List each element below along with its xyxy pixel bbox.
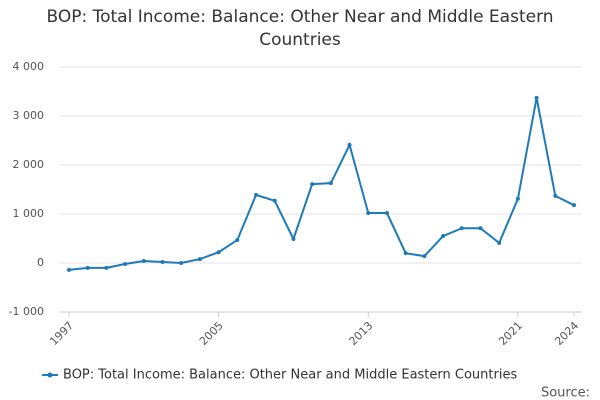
y-tick-label: 2 000 bbox=[13, 158, 45, 171]
data-point bbox=[141, 259, 146, 264]
x-tick-label: 2005 bbox=[197, 319, 226, 348]
data-point bbox=[291, 236, 296, 241]
data-point bbox=[67, 267, 71, 272]
data-point bbox=[310, 182, 315, 187]
data-point bbox=[534, 95, 539, 100]
data-point bbox=[104, 265, 109, 270]
data-point bbox=[478, 226, 483, 231]
data-point bbox=[403, 251, 408, 256]
data-point bbox=[515, 196, 520, 201]
x-tick-label: 2024 bbox=[552, 319, 581, 348]
chart-title: BOP: Total Income: Balance: Other Near a… bbox=[46, 7, 554, 50]
data-point bbox=[328, 181, 333, 186]
data-point bbox=[254, 192, 259, 197]
data-point bbox=[197, 257, 202, 262]
data-point bbox=[179, 261, 184, 265]
x-tick-label: 2021 bbox=[496, 319, 525, 348]
source-label: Source: bbox=[541, 386, 590, 400]
data-point bbox=[459, 226, 464, 231]
y-tick-label: 1 000 bbox=[13, 207, 45, 220]
data-point bbox=[384, 211, 389, 216]
data-point bbox=[85, 265, 90, 270]
data-point bbox=[216, 250, 221, 255]
x-tick-label: 1997 bbox=[47, 319, 76, 348]
y-tick-label: 3 000 bbox=[13, 109, 45, 122]
data-point bbox=[497, 240, 502, 245]
legend-marker bbox=[47, 372, 53, 378]
data-point bbox=[160, 260, 165, 265]
data-point bbox=[422, 254, 427, 259]
data-point bbox=[572, 203, 576, 208]
y-tick-label: 4 000 bbox=[13, 60, 45, 73]
data-line bbox=[68, 97, 575, 271]
data-point bbox=[553, 193, 558, 198]
data-point bbox=[235, 237, 240, 242]
y-tick-label: 0 bbox=[37, 256, 44, 269]
x-tick-label: 2013 bbox=[347, 319, 376, 348]
data-point bbox=[441, 234, 446, 239]
data-point bbox=[366, 211, 371, 216]
data-point bbox=[347, 142, 352, 147]
y-tick-label: -1 000 bbox=[9, 305, 44, 318]
legend-label: BOP: Total Income: Balance: Other Near a… bbox=[63, 368, 517, 383]
data-point bbox=[272, 198, 277, 203]
data-point bbox=[123, 261, 128, 266]
